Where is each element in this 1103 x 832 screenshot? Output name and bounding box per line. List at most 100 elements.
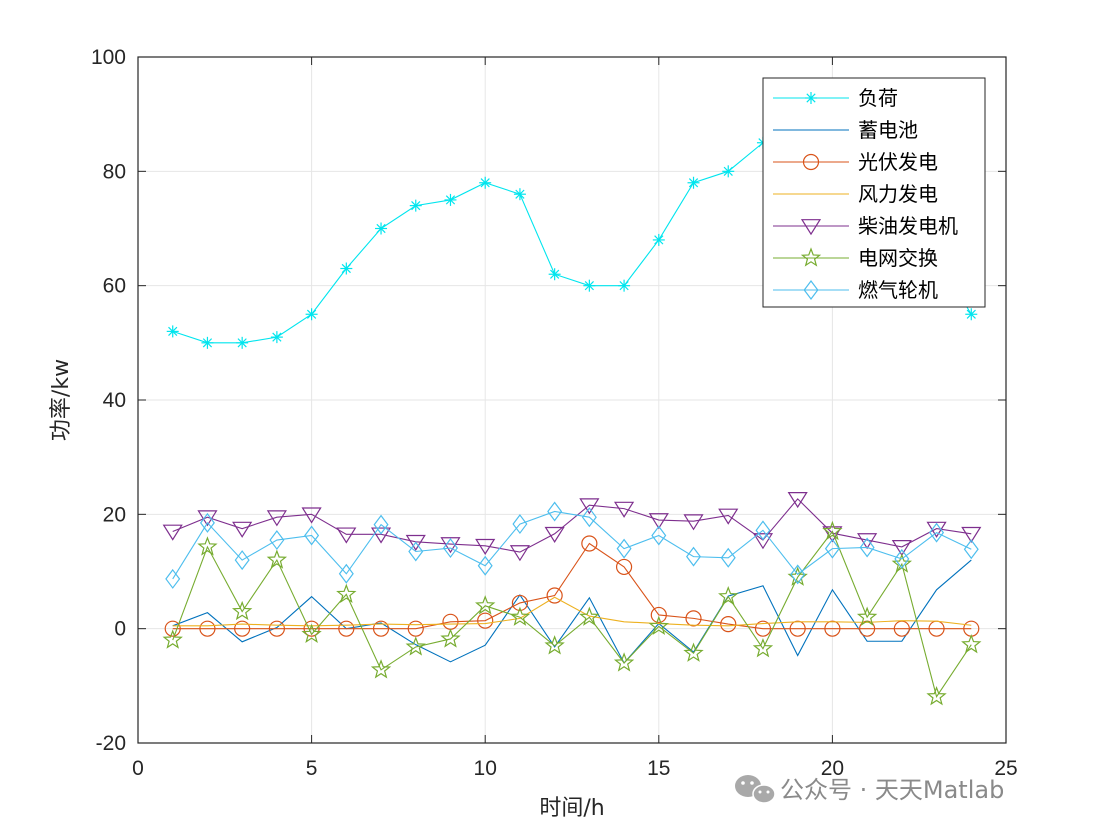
series-2 [172, 559, 972, 664]
data-point [197, 536, 218, 556]
data-point [583, 279, 596, 292]
series-line [172, 559, 972, 664]
data-point [270, 331, 283, 344]
data-point [370, 659, 392, 679]
series-line [172, 542, 972, 630]
legend-entry: 电网交换 [773, 246, 938, 270]
legend-label: 柴油发电机 [858, 214, 958, 238]
data-point [164, 620, 181, 637]
data-point [891, 540, 912, 557]
data-point [613, 501, 635, 518]
legend-label: 电网交换 [858, 246, 938, 270]
data-point [266, 510, 287, 527]
data-point [720, 547, 736, 568]
data-point [232, 521, 253, 538]
data-point [301, 507, 322, 524]
data-point [547, 501, 563, 522]
series-6 [162, 520, 982, 706]
data-point [509, 606, 531, 626]
data-point [268, 620, 285, 637]
data-point [789, 620, 806, 637]
data-point [652, 233, 665, 246]
data-point [754, 620, 772, 637]
data-point [613, 652, 635, 672]
data-point [199, 620, 216, 637]
data-point [477, 555, 493, 576]
x-tick-label: 10 [474, 757, 497, 780]
data-point [859, 537, 875, 558]
data-point [513, 188, 526, 201]
legend-marker [800, 219, 822, 236]
legend-entry: 燃气轮机 [773, 278, 938, 302]
y-tick-label: -20 [96, 732, 126, 755]
data-point [686, 546, 702, 567]
x-tick-label: 15 [647, 757, 670, 780]
series-line [172, 498, 972, 553]
data-point [755, 520, 771, 541]
legend-marker [805, 92, 817, 104]
legend-label: 燃气轮机 [858, 278, 938, 302]
data-point [301, 623, 322, 644]
data-point [752, 533, 774, 550]
data-point [477, 612, 494, 629]
data-point [266, 549, 288, 569]
legend-marker [800, 247, 822, 267]
data-point [269, 530, 285, 551]
data-point [444, 193, 457, 206]
data-point [336, 583, 357, 604]
data-point [408, 541, 424, 562]
data-point [685, 610, 702, 627]
data-point [475, 538, 496, 556]
legend-entry: 负荷 [773, 86, 898, 110]
data-point [961, 633, 982, 654]
data-point [370, 527, 392, 544]
data-point [615, 558, 633, 576]
data-point [199, 512, 215, 533]
data-point [718, 508, 739, 525]
y-tick-label: 40 [103, 389, 126, 412]
y-tick-label: 60 [103, 275, 126, 298]
data-point [752, 637, 774, 658]
data-point [338, 620, 355, 637]
data-point [687, 176, 700, 189]
data-point [926, 685, 947, 706]
axis-ticks: 0 5 10 15 20 25 -20 0 20 40 60 80 100 [91, 46, 1018, 780]
data-point [963, 539, 979, 560]
data-point [929, 522, 945, 543]
data-point [201, 336, 214, 349]
watermark: 公众号 · 天天Matlab [735, 775, 1004, 804]
data-point [720, 615, 737, 633]
x-tick-label: 25 [994, 757, 1017, 780]
data-point [234, 550, 250, 571]
legend-marker [802, 153, 820, 171]
data-point [965, 308, 978, 321]
data-point [305, 308, 318, 321]
data-point [405, 534, 426, 552]
watermark-text: 公众号 · 天天Matlab [780, 776, 1004, 804]
data-point [894, 548, 910, 569]
y-tick-label: 100 [91, 46, 126, 69]
data-point [650, 606, 667, 624]
data-point [303, 620, 320, 637]
data-point [304, 525, 320, 546]
data-point [338, 563, 354, 584]
legend-entry: 光伏发电 [773, 150, 938, 174]
data-point [162, 524, 183, 541]
data-point [475, 595, 496, 615]
data-point [616, 538, 632, 559]
data-point [442, 538, 458, 559]
y-tick-label: 20 [103, 503, 126, 526]
data-point [579, 498, 600, 515]
data-point [618, 279, 631, 292]
data-point [544, 526, 565, 544]
data-point [790, 564, 806, 585]
legend-label: 风力发电 [858, 182, 938, 206]
data-point [961, 526, 982, 544]
data-point [234, 620, 251, 637]
data-point [512, 514, 528, 535]
data-point [787, 491, 808, 509]
data-point [857, 533, 878, 550]
data-point [375, 222, 388, 235]
data-point [236, 336, 249, 349]
